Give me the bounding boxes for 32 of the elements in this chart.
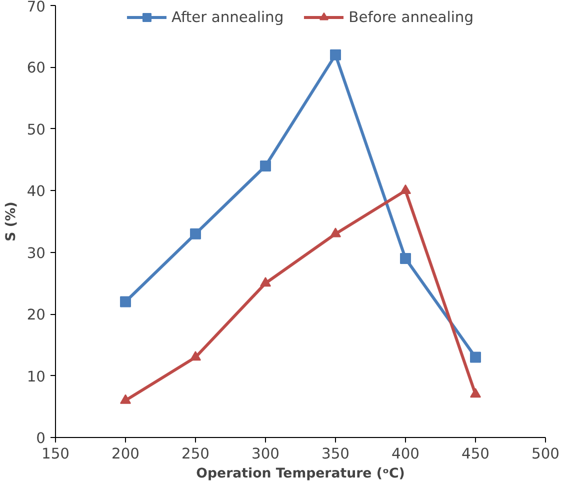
y-axis-title: S (%) [4, 202, 19, 242]
x-axis-title: Operation Temperature (ᵒC) [196, 466, 405, 482]
point [330, 228, 341, 238]
y-tick-label: 10 [26, 368, 46, 386]
point [120, 394, 131, 404]
x-tick-label: 500 [532, 446, 560, 462]
point [470, 388, 481, 398]
legend-label: After annealing [171, 8, 284, 26]
x-tick-label: 150 [42, 446, 70, 462]
point [260, 160, 271, 172]
y-tick-label: 20 [26, 306, 46, 324]
point [190, 351, 201, 361]
y-tick-label: 30 [26, 244, 46, 262]
point [190, 228, 201, 240]
point [260, 276, 271, 287]
point [400, 253, 411, 264]
x-tick-label: 250 [182, 446, 210, 462]
x-tick-label: 200 [112, 446, 140, 462]
y-tick-label: 0 [36, 430, 46, 447]
point [400, 184, 411, 194]
y-tick-label: 40 [26, 183, 46, 200]
point [330, 49, 341, 60]
y-tick-label: 70 [26, 0, 46, 16]
x-tick-label: 300 [252, 446, 280, 462]
x-tick-label: 350 [322, 446, 350, 462]
point [470, 352, 481, 363]
y-tick-label: 60 [26, 60, 46, 77]
y-tick-label: 50 [26, 121, 46, 138]
point [120, 296, 131, 308]
legend-label: Before annealing [348, 8, 474, 26]
x-tick-label: 450 [462, 446, 490, 462]
x-tick-label: 400 [392, 446, 420, 462]
